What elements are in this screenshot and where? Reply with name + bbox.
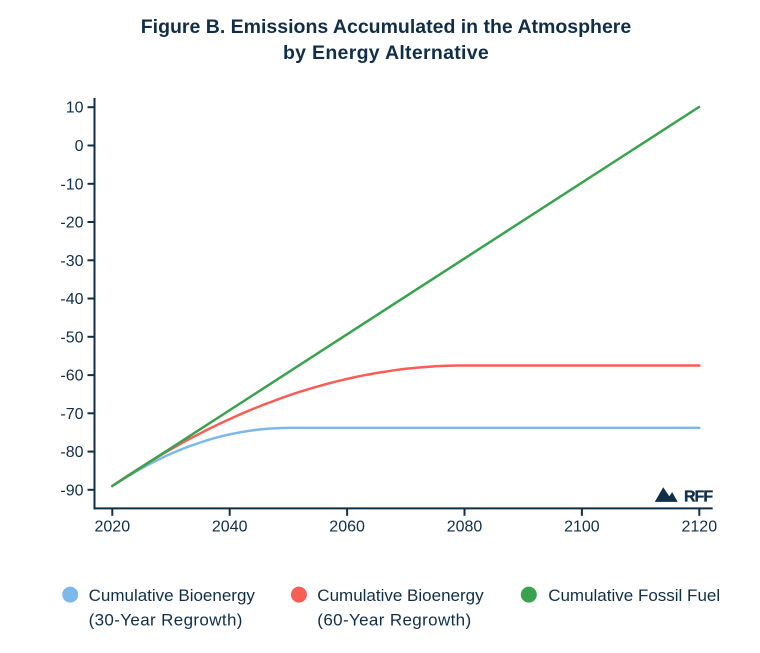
svg-text:Cumulative Bioenergy: Cumulative Bioenergy bbox=[317, 586, 484, 605]
svg-text:-20: -20 bbox=[60, 215, 83, 232]
svg-text:-50: -50 bbox=[60, 329, 83, 346]
svg-text:2060: 2060 bbox=[329, 519, 365, 536]
svg-text:(30-Year Regrowth): (30-Year Regrowth) bbox=[89, 611, 243, 630]
svg-text:-60: -60 bbox=[60, 368, 83, 385]
svg-text:10: 10 bbox=[66, 100, 84, 117]
svg-text:-90: -90 bbox=[60, 482, 83, 499]
svg-text:(60-Year Regrowth): (60-Year Regrowth) bbox=[317, 611, 471, 630]
svg-text:0: 0 bbox=[75, 138, 84, 155]
svg-text:2040: 2040 bbox=[212, 519, 248, 536]
svg-text:Figure B. Emissions Accumulate: Figure B. Emissions Accumulated in the A… bbox=[141, 16, 632, 38]
svg-text:-70: -70 bbox=[60, 406, 83, 423]
svg-text:Cumulative Bioenergy: Cumulative Bioenergy bbox=[89, 586, 256, 605]
svg-text:2100: 2100 bbox=[564, 519, 600, 536]
svg-text:-30: -30 bbox=[60, 253, 83, 270]
svg-text:2080: 2080 bbox=[447, 519, 483, 536]
svg-text:by Energy Alternative: by Energy Alternative bbox=[283, 42, 489, 64]
svg-text:-80: -80 bbox=[60, 444, 83, 461]
svg-text:-40: -40 bbox=[60, 291, 83, 308]
svg-text:2020: 2020 bbox=[95, 519, 131, 536]
svg-text:2120: 2120 bbox=[682, 519, 718, 536]
svg-text:-10: -10 bbox=[60, 176, 83, 193]
svg-text:Cumulative Fossil Fuel: Cumulative Fossil Fuel bbox=[548, 586, 720, 605]
svg-text:RFF: RFF bbox=[684, 489, 713, 506]
